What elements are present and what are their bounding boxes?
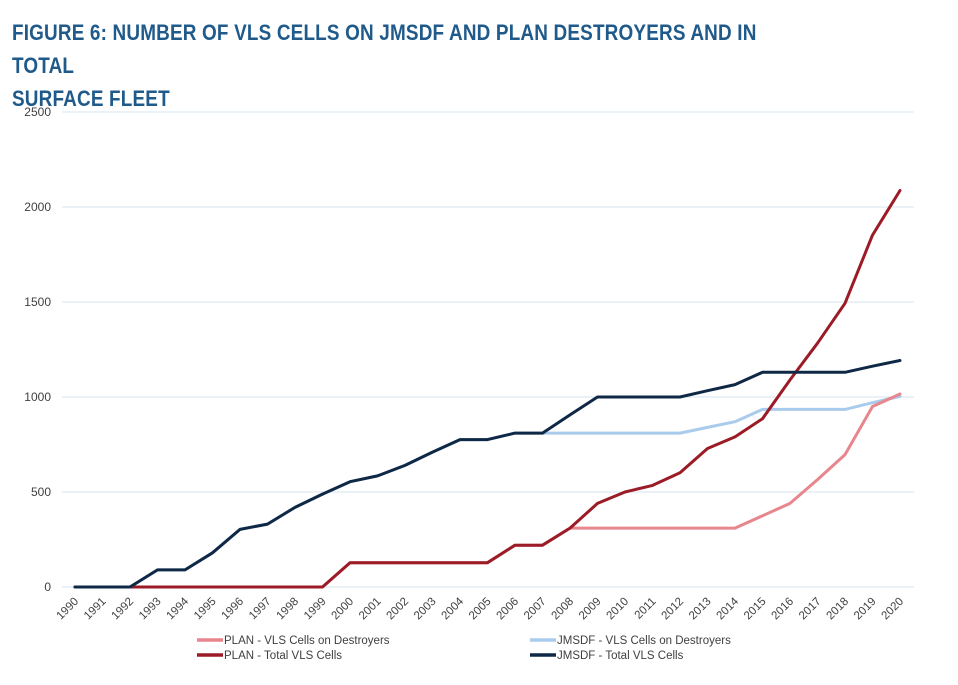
- x-tick-label: 2019: [852, 596, 879, 623]
- series-line-jmsdf-total-vls-cells: [73, 359, 902, 589]
- x-tick-label: 2004: [440, 595, 467, 622]
- chart-title-line-1: FIGURE 6: NUMBER OF VLS CELLS ON JMSDF A…: [12, 20, 757, 78]
- x-tick-label: 2018: [825, 596, 852, 623]
- x-tick-label: 1996: [220, 596, 247, 623]
- x-tick-label: 2015: [742, 596, 769, 623]
- x-tick-label: 1990: [55, 596, 82, 623]
- y-axis: 0 500 1000 1500 2000 2500: [24, 105, 51, 594]
- y-tick-label: 1000: [24, 390, 51, 404]
- series-line-plan-vls-cells-on-destroyers: [73, 392, 902, 589]
- x-tick-label: 2010: [605, 596, 632, 623]
- y-tick-label: 2000: [24, 200, 51, 214]
- x-tick-label: 2006: [495, 596, 522, 623]
- legend-label: PLAN - Total VLS Cells: [224, 650, 342, 662]
- x-tick-label: 2016: [770, 596, 797, 623]
- x-tick-label: 1994: [165, 595, 192, 622]
- legend: PLAN - VLS Cells on Destroyers JMSDF - VL…: [197, 635, 731, 662]
- x-tick-label: 2014: [715, 595, 742, 622]
- y-tick-label: 0: [44, 580, 51, 594]
- legend-label: JMSDF - Total VLS Cells: [557, 650, 684, 662]
- x-tick-label: 1997: [247, 596, 274, 623]
- y-tick-label: 1500: [24, 295, 51, 309]
- x-tick-label: 1995: [192, 596, 219, 623]
- x-tick-label: 2000: [330, 596, 357, 623]
- series-lines: [73, 189, 902, 589]
- x-tick-label: 2007: [522, 596, 549, 623]
- x-axis: 1990 1991 1992 1993 1994 1995 1996 1997 1998 1999…: [55, 595, 907, 622]
- x-tick-label: 1999: [302, 596, 329, 623]
- gridlines: [62, 111, 914, 588]
- x-tick-label: 1992: [110, 596, 137, 623]
- y-tick-label: 2500: [24, 105, 51, 119]
- x-tick-label: 2003: [412, 596, 439, 623]
- series-line-plan-total-vls-cells: [73, 189, 902, 589]
- legend-label: JMSDF - VLS Cells on Destroyers: [557, 635, 731, 647]
- x-tick-label: 2017: [797, 596, 824, 623]
- x-tick-label: 2009: [577, 596, 604, 623]
- legend-item: JMSDF - Total VLS Cells: [530, 650, 684, 662]
- x-tick-label: 1998: [275, 596, 302, 623]
- legend-item: JMSDF - VLS Cells on Destroyers: [530, 635, 731, 647]
- chart-title: FIGURE 6: NUMBER OF VLS CELLS ON JMSDF A…: [12, 16, 812, 115]
- x-tick-label: 1991: [82, 596, 109, 623]
- x-tick-label: 2020: [880, 596, 907, 623]
- y-tick-label: 500: [31, 485, 51, 499]
- x-tick-label: 2005: [467, 596, 494, 623]
- legend-item: PLAN - Total VLS Cells: [197, 650, 342, 662]
- x-tick-label: 2012: [660, 596, 687, 623]
- legend-label: PLAN - VLS Cells on Destroyers: [224, 635, 390, 647]
- x-tick-label: 2011: [633, 596, 659, 622]
- x-tick-label: 2008: [550, 596, 577, 623]
- x-tick-label: 1993: [137, 596, 164, 623]
- chart-title-line-2: SURFACE FLEET: [12, 86, 170, 111]
- x-tick-label: 2002: [385, 596, 412, 623]
- x-tick-label: 2013: [687, 596, 714, 623]
- legend-item: PLAN - VLS Cells on Destroyers: [197, 635, 390, 647]
- x-tick-label: 2001: [357, 596, 384, 623]
